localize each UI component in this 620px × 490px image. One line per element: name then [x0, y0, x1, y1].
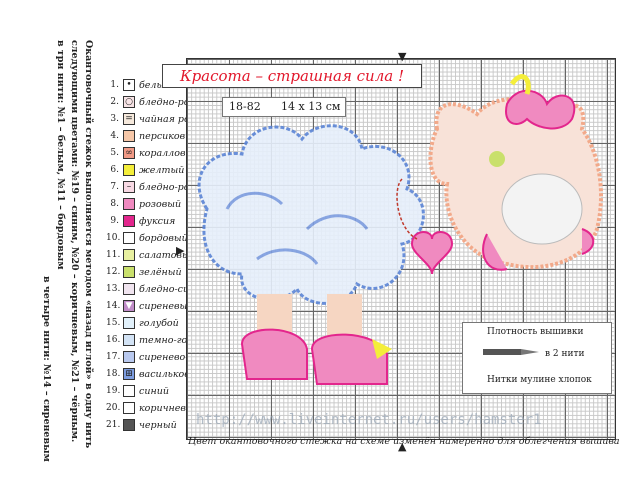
legend-swatch: – [123, 181, 135, 193]
legend-number: 21. [106, 420, 121, 430]
legend-label: персиковый [139, 131, 200, 142]
legend-swatch [123, 266, 135, 278]
legend-label: желтый [139, 165, 185, 176]
legend-label: васильковый [139, 369, 204, 380]
pattern-size: 14 x 13 см [281, 100, 341, 113]
legend-swatch [123, 317, 135, 329]
instruction-line: Окантовочный стежок выполняется методом … [83, 40, 94, 449]
center-arrow-bottom: ▲ [398, 440, 407, 453]
legend-label: розовый [139, 199, 182, 210]
legend-number: 3. [110, 114, 119, 124]
legend-swatch [123, 215, 135, 227]
stitch-instructions: Окантовочный стежок выполняется методом … [8, 40, 96, 462]
legend-swatch [123, 351, 135, 363]
legend-swatch [123, 198, 135, 210]
legend-number: 15. [106, 318, 121, 328]
legend-label: белый [139, 80, 171, 91]
heart-pendant [410, 231, 454, 275]
legend-number: 13. [106, 284, 121, 294]
legend-swatch [123, 232, 135, 244]
instruction-line: следующими цветами: №19 – синим, №20 – к… [69, 40, 80, 443]
legend-label: черный [139, 420, 177, 431]
legend-number: 4. [110, 131, 119, 141]
legend-label: зелёный [139, 267, 182, 278]
mouse-creature [428, 74, 604, 271]
legend-swatch [123, 164, 135, 176]
watermark-url: http://www.liveinternet.ru/users/hamster… [196, 412, 542, 428]
instruction-line: в три нити: №1 – белым, №11 – бордовым [55, 40, 66, 270]
legend-label: темно-голубой [139, 335, 217, 346]
legend-label: сиреневый [139, 301, 194, 312]
legend-number: 18. [106, 369, 121, 379]
legend-number: 5. [110, 148, 119, 158]
legend-label: бледно-розовый [139, 182, 220, 193]
legend-swatch: • [123, 79, 135, 91]
legend-swatch [123, 402, 135, 414]
legend-number: 10. [106, 233, 121, 243]
legend-number: 14. [106, 301, 121, 311]
legend-label: коралловый [139, 148, 200, 159]
legend-label: фуксия [139, 216, 176, 227]
legend-label: бледно-сиреневый [139, 284, 232, 295]
stitch-density-box: Плотность вышивки в 2 нити Нитки мулине … [462, 322, 612, 394]
legend-number: 11. [106, 250, 121, 260]
legend-swatch: = [123, 113, 135, 125]
legend-number: 6. [110, 165, 119, 175]
center-arrow-top: ▼ [398, 50, 407, 63]
size-label: 18-82 14 x 13 см [222, 97, 346, 117]
legend-label: сиренево-голубой [139, 352, 229, 363]
legend-label: коричневый [139, 403, 200, 414]
legend-number: 8. [110, 199, 119, 209]
legend-swatch: ∞ [123, 147, 135, 159]
legend-number: 9. [110, 216, 119, 226]
legend-swatch: ▼ [123, 300, 135, 312]
legend-swatch [123, 419, 135, 431]
density-title: Плотность вышивки [487, 327, 584, 337]
legend-number: 17. [106, 352, 121, 362]
legend-swatch [123, 249, 135, 261]
legend-label: чайная роза [139, 114, 201, 125]
legend-label: салатовый [139, 250, 196, 261]
legend-swatch [123, 283, 135, 295]
legend-number: 16. [106, 335, 121, 345]
legend-swatch: ⊞ [123, 368, 135, 380]
pattern-code: 18-82 [229, 100, 261, 113]
density-threads: в 2 нити [545, 349, 585, 359]
sheep-shoes [240, 294, 392, 385]
instruction-line: в четыре нити: №14 – сиреневым [41, 276, 52, 462]
legend-swatch: ○ [123, 96, 135, 108]
legend-number: 7. [110, 182, 119, 192]
legend-swatch [123, 334, 135, 346]
center-arrow-left: ▶ [176, 244, 185, 257]
chart-title: Красота – страшная сила ! [162, 64, 422, 88]
legend-label: голубой [139, 318, 179, 329]
legend-swatch [123, 385, 135, 397]
needle-icon [483, 349, 539, 355]
legend-number: 19. [106, 386, 121, 396]
legend-number: 2. [110, 97, 119, 107]
legend-number: 1. [110, 80, 119, 90]
chart-artwork [197, 74, 604, 385]
density-note: Нитки мулине хлопок [487, 375, 592, 385]
legend-number: 12. [106, 267, 121, 277]
legend-label: бледно-розовый [139, 97, 220, 108]
legend-label: синий [139, 386, 169, 397]
legend-swatch [123, 130, 135, 142]
sheep-body [197, 124, 425, 305]
legend-label: бордовый [139, 233, 188, 244]
footer-note: Цвет окантовочного стежка на схеме измен… [188, 436, 620, 447]
legend-number: 20. [106, 403, 121, 413]
